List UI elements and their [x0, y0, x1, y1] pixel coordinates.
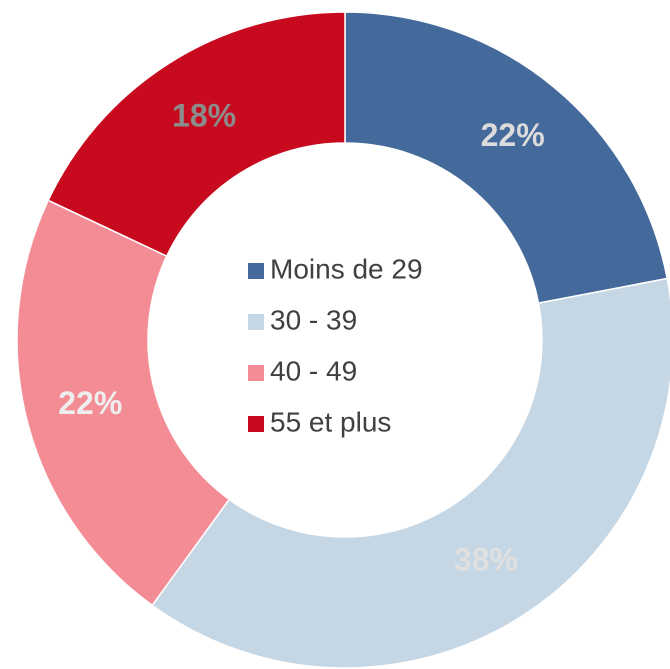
legend-label: 30 - 39 [270, 304, 357, 335]
value-label: 22% [481, 117, 545, 153]
legend-label: 55 et plus [270, 406, 391, 437]
legend-label: 40 - 49 [270, 355, 357, 386]
value-label: 38% [454, 542, 518, 578]
legend-swatch [248, 365, 264, 381]
donut-slice [47, 11, 346, 258]
donut-slice [16, 199, 231, 607]
value-label: 22% [58, 385, 122, 421]
donut-slice [151, 277, 670, 669]
legend-label: Moins de 29 [270, 253, 423, 284]
donut-slice [344, 11, 669, 304]
legend-swatch [248, 263, 264, 279]
value-label: 18% [172, 97, 236, 133]
legend-swatch [248, 314, 264, 330]
legend-swatch [248, 416, 264, 432]
